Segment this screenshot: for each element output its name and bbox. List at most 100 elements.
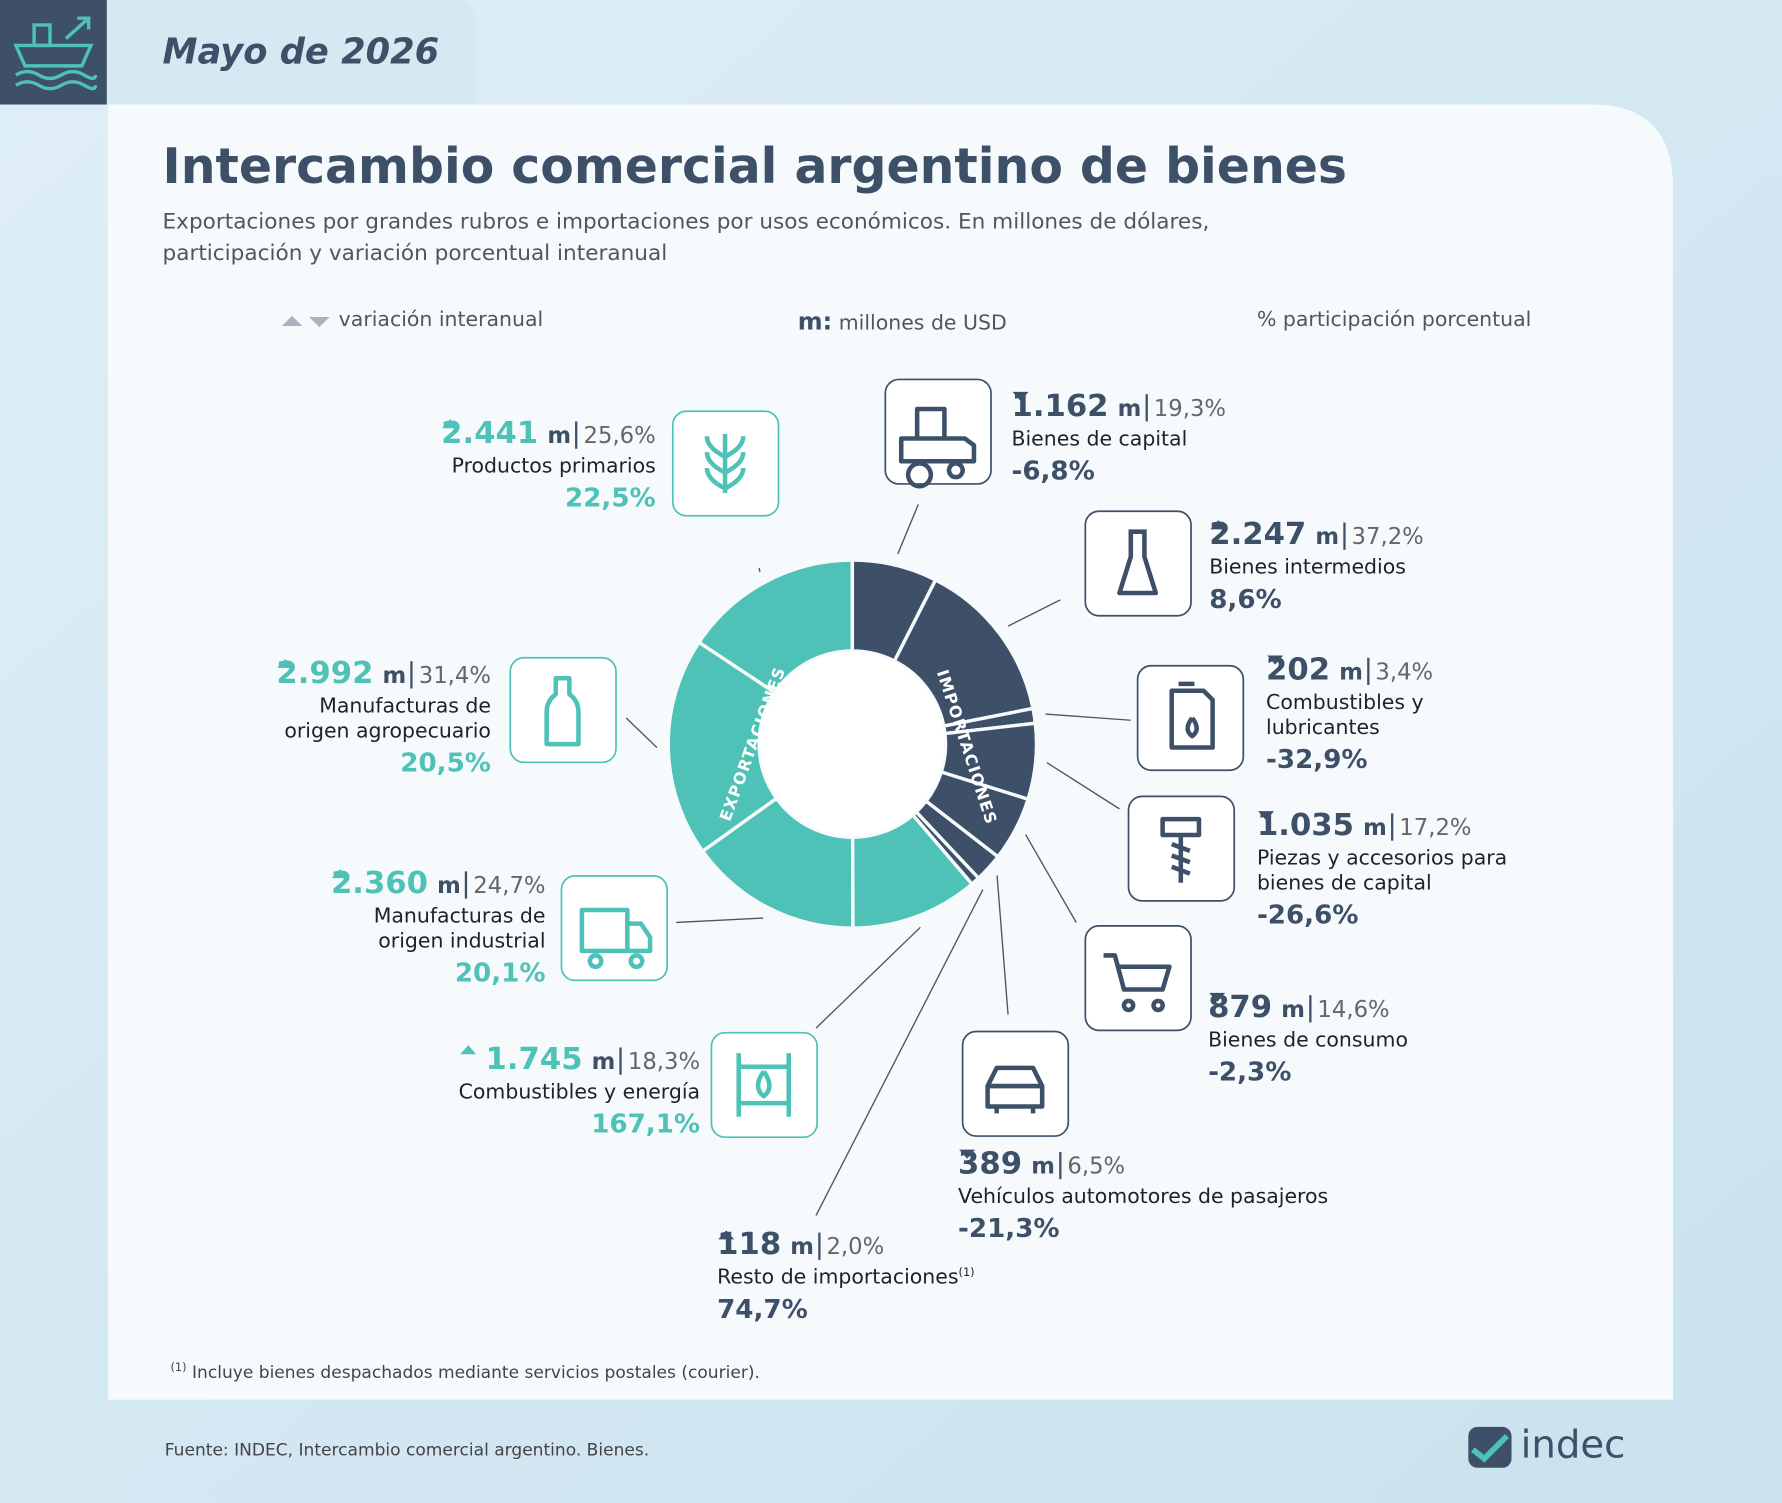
legend-arrows	[281, 315, 330, 328]
category-name: Combustibles y energía	[458, 1080, 701, 1105]
date: Mayo de 2026	[162, 31, 440, 73]
value-row: 118 m 2,0%	[717, 1227, 975, 1264]
change-label: -32,9%	[1266, 744, 1368, 775]
footnote-text: Incluye bienes despachados mediante serv…	[192, 1362, 760, 1383]
change-arrow	[718, 1230, 735, 1240]
change-arrow-icon	[959, 1149, 976, 1159]
label-block: 1.745 m 18,3% Combustibles y energía 167,1%	[459, 1042, 701, 1141]
share-label: 6,5%	[1059, 1151, 1126, 1180]
change-row: 20,1%	[331, 869, 546, 989]
category-name: Vehículos automotores de pasajeros	[958, 1185, 1329, 1210]
icon-frame	[509, 656, 617, 764]
share-label: 25,6%	[575, 421, 656, 449]
icon-box	[1136, 664, 1245, 772]
legend-unit: m: millones de USD	[798, 308, 1007, 335]
icon	[898, 406, 977, 489]
logo-text: indec	[1520, 1422, 1626, 1468]
icon-frame	[961, 1030, 1070, 1137]
legend-unit-text: millones de USD	[838, 311, 1007, 336]
category-label: Vehículos automotores de pasajeros	[958, 1185, 1328, 1210]
change-label: 8,6%	[1209, 585, 1282, 615]
change-arrow	[1012, 391, 1029, 402]
change-arrow	[459, 1045, 476, 1055]
change-arrow	[959, 1149, 976, 1159]
date-tab	[106, 0, 476, 105]
change-row: 74,7%	[717, 1230, 975, 1326]
share-label: 14,6%	[1309, 995, 1390, 1022]
donut-segment	[696, 558, 855, 695]
category-name: Bienes de consumo	[1208, 1028, 1408, 1053]
change-label: -26,6%	[1256, 900, 1359, 930]
footnote: (1) Incluye bienes despachados mediante …	[170, 1362, 759, 1382]
value-row: 1.745 m 18,3%	[459, 1042, 701, 1079]
icon	[1103, 953, 1172, 1013]
change-arrow	[277, 658, 294, 668]
leader-line	[1025, 834, 1077, 923]
change-arrow-icon	[718, 1230, 735, 1240]
title: Intercambio comercial argentino de biene…	[162, 138, 1347, 196]
note-marker: (1)	[958, 1267, 975, 1280]
change-row: -2,3%	[1208, 992, 1408, 1089]
category-label: Combustibles y lubricantes	[1266, 691, 1433, 740]
category-label: Bienes intermedios	[1209, 556, 1424, 581]
change-row: 20,5%	[276, 658, 491, 779]
label-block: 2.441 m 25,6% Productos primarios 22,5%	[441, 416, 656, 515]
share-label: 18,3%	[619, 1047, 701, 1075]
value-row: 389 m 6,5%	[958, 1146, 1328, 1183]
change-arrow-icon	[1209, 992, 1226, 1002]
icon-frame	[884, 378, 992, 485]
value-label: 2.360	[330, 865, 429, 901]
category-label: Combustibles y energía	[459, 1081, 700, 1106]
legend-unit-symbol: m:	[797, 307, 833, 336]
subtitle: Exportaciones por grandes rubros e impor…	[162, 209, 1210, 266]
change-arrow-icon	[1267, 655, 1284, 665]
value-row: 879 m 14,6%	[1208, 989, 1408, 1026]
change-label: -21,3%	[958, 1214, 1060, 1244]
value-row: 2.360 m 24,7%	[331, 866, 546, 903]
leader-line	[1007, 599, 1061, 627]
unit-label: m	[1281, 995, 1305, 1023]
icon	[579, 907, 653, 970]
change-arrow	[442, 419, 459, 429]
donut-segment	[666, 640, 779, 854]
label-block: 202 m 3,4% Combustibles y lubricantes -32,9%	[1266, 652, 1434, 776]
icon	[985, 1065, 1045, 1114]
unit-label: m	[1117, 394, 1142, 422]
change-row: -32,9%	[1266, 655, 1433, 776]
label-block: 1.162 m 19,3% Bienes de capital -6,8%	[1011, 389, 1227, 488]
donut-hole	[760, 652, 945, 837]
change-row: -26,6%	[1256, 811, 1507, 931]
label-block: 2.360 m 24,7% Manufacturas de origen indust…	[331, 866, 546, 990]
category-name: Bienes intermedios	[1209, 555, 1406, 580]
leader-line	[1045, 713, 1131, 721]
icon-box	[884, 378, 992, 489]
change-label: -6,8%	[1011, 456, 1095, 487]
leader-line	[676, 917, 764, 924]
change-label: 167,1%	[591, 1109, 701, 1140]
label-block: 879 m 14,6% Bienes de consumo -2,3%	[1208, 989, 1408, 1088]
change-label: -2,3%	[1208, 1057, 1292, 1088]
category-name: Bienes de capital	[1011, 427, 1188, 452]
icon-box	[1084, 510, 1192, 617]
icon-frame	[710, 1031, 818, 1139]
value-label: 2.441	[441, 415, 539, 452]
change-arrow	[1210, 520, 1227, 530]
change-row: 22,5%	[441, 419, 656, 515]
label-block: 2.247 m 37,2% Bienes intermedios 8,6%	[1209, 517, 1424, 616]
label-block: 389 m 6,5% Vehículos automotores de pasajer…	[958, 1146, 1328, 1245]
change-arrow	[1267, 655, 1284, 665]
change-arrow-icon	[1258, 811, 1274, 821]
unit-label: m	[1315, 522, 1340, 550]
change-arrow-icon	[442, 419, 459, 429]
source: Fuente: INDEC, Intercambio comercial arg…	[164, 1439, 650, 1460]
category-name: Piezas y accesorios para bienes de capit…	[1256, 846, 1508, 896]
change-arrow	[1209, 992, 1226, 1002]
ship-icon	[13, 16, 98, 91]
donut-segment	[700, 795, 855, 930]
value-row: 1.035 m 17,2%	[1257, 808, 1507, 845]
category-label: Manufacturas de origen agropecuario	[276, 695, 491, 744]
donut-segment	[850, 812, 975, 930]
change-arrow	[332, 869, 348, 879]
